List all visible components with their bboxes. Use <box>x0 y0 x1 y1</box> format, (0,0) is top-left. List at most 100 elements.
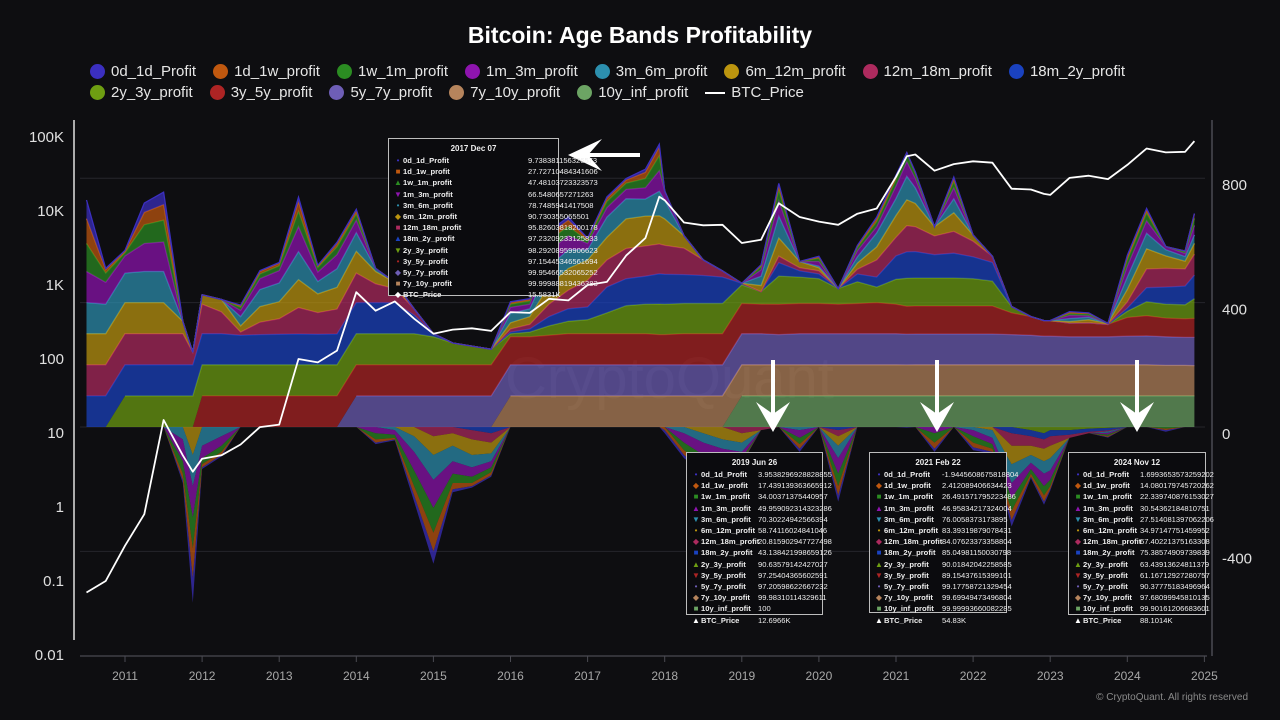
legend-label: 2y_3y_profit <box>111 84 193 101</box>
tooltip-value: 97.23209233125833 <box>528 234 598 244</box>
tooltip-value: 99.99993660082285 <box>942 604 1012 614</box>
tooltip-value: 61.16712927280757 <box>1140 570 1210 580</box>
square-marker-icon: ■ <box>693 604 699 614</box>
tooltip-label: 1m_3m_profit <box>701 503 751 513</box>
tooltip-label: 2y_3y_profit <box>884 559 929 569</box>
area-18m-2y-profit <box>86 251 1195 427</box>
chart-title: Bitcoin: Age Bands Profitability <box>467 22 813 48</box>
tooltip-value: 90.01842042258585 <box>942 559 1012 569</box>
triangle-down-marker-icon: ▼ <box>692 514 700 524</box>
tooltip-value: 49.959092314323286 <box>758 503 832 513</box>
triangle-down-marker-icon: ▼ <box>692 570 700 580</box>
tooltip-value: 98.29208959906623 <box>528 245 598 255</box>
copyright-footer: © CryptoQuant. All rights reserved <box>1096 692 1248 703</box>
tooltip-2017-dec-07: 2017 Dec 07 • 0d_1d_Profit 9.73838115632657… <box>388 138 598 300</box>
tooltip-value: 27.72710484341606 <box>528 167 598 177</box>
legend-item-6m-12m-profit[interactable]: 6m_12m_profit <box>724 63 846 80</box>
tooltip-value: 67.40221375163308 <box>1140 537 1210 547</box>
legend-item-18m-2y-profit[interactable]: 18m_2y_profit <box>1008 63 1125 80</box>
x-tick-label: 2012 <box>189 669 216 683</box>
tooltip-row: ▼ 3y_5y_profit 89.15437615399101 <box>874 570 1012 581</box>
triangle-down-marker-icon: ▼ <box>1074 570 1082 580</box>
legend-item-0d-1d-profit[interactable]: 0d_1d_Profit <box>90 63 196 80</box>
legend-item-10y-inf-profit[interactable]: 10y_inf_profit <box>577 84 688 101</box>
legend-label: 3m_6m_profit <box>615 63 708 80</box>
area-12m-18m-profit <box>86 225 1195 396</box>
legend-label: 1d_1w_profit <box>234 63 320 80</box>
tooltip-label: 3m_6m_profit <box>701 514 751 524</box>
x-tick-label: 2021 <box>883 669 910 683</box>
y-left-tick-label: 0.01 <box>35 647 64 664</box>
tooltip-value: 58.74116024841046 <box>758 526 828 536</box>
dot-marker-icon: • <box>694 526 698 536</box>
tooltip-label: 6m_12m_profit <box>884 526 939 536</box>
dot-marker-icon: • <box>1076 581 1080 591</box>
tooltip-label: BTC_Price <box>403 290 442 300</box>
tooltip-label: 1d_1w_profit <box>1083 481 1130 491</box>
tooltip-value: 90.730355065501 <box>528 212 590 222</box>
tooltip-value: 47.48103723323573 <box>528 178 598 188</box>
circle-swatch-icon <box>90 85 105 100</box>
legend-item-3y-5y-profit[interactable]: 3y_5y_profit <box>209 84 312 101</box>
tooltip-row: ■ 18m_2y_profit 75.38574909739839 <box>1073 547 1210 558</box>
tooltip-value: 30.54362184810751 <box>1140 503 1210 513</box>
x-tick-label: 2022 <box>960 669 987 683</box>
legend-item-1d-1w-profit[interactable]: 1d_1w_profit <box>213 63 320 80</box>
tooltip-row: • 6m_12m_profit 83.39319879078431 <box>874 525 1012 536</box>
tooltip-label: 5y_7y_profit <box>884 581 929 591</box>
y-left-tick-label: 0.1 <box>43 573 64 590</box>
tooltip-date: 2021 Feb 22 <box>915 458 961 467</box>
tooltip-value: 34.97147751459952 <box>1140 526 1210 536</box>
dot-marker-icon: • <box>1076 470 1080 480</box>
legend-item-1m-3m-profit[interactable]: 1m_3m_profit <box>465 63 578 80</box>
y-left-tick-label: 1 <box>56 499 64 516</box>
area-negative-2y-3y-profit <box>86 427 1195 434</box>
tooltip-label: 7y_10y_profit <box>1083 593 1132 603</box>
tooltip-row: ◆ 5y_7y_profit 99.95466532065252 <box>393 267 598 278</box>
y-right-tick-label: 0 <box>1222 426 1230 443</box>
legend-label: 1m_3m_profit <box>486 63 578 80</box>
tooltip-value: 27.514081397062206 <box>1140 514 1214 524</box>
circle-swatch-icon <box>449 85 465 100</box>
legend: 2y_3y_profit 3y_5y_profit 5y_7y_profit 7y_1… <box>90 84 804 101</box>
tooltip-value: 88.1014K <box>1140 615 1173 625</box>
tooltip-value: 99.17758721329454 <box>942 581 1012 591</box>
btc-price-line <box>86 140 1196 594</box>
tooltip-value: 26.491571795223486 <box>942 492 1016 502</box>
circle-swatch-icon <box>577 85 593 100</box>
tooltip-value: 15.5831K <box>528 290 561 300</box>
legend-item-2y-3y-profit[interactable]: 2y_3y_profit <box>90 84 193 101</box>
tooltip-value: 1.6993653573259202 <box>1140 470 1214 480</box>
tooltip-value: 17.439139363665912 <box>758 481 832 491</box>
tooltip-label: 3y_5y_profit <box>403 256 448 266</box>
tooltip-row: ▼ 3y_5y_profit 97.25404365602591 <box>691 570 828 581</box>
legend-item-3m-6m-profit[interactable]: 3m_6m_profit <box>594 63 708 80</box>
area-3y-5y-profit <box>86 302 1195 427</box>
legend-item-1w-1m-profit[interactable]: 1w_1m_profit <box>336 63 448 80</box>
circle-swatch-icon <box>594 64 610 79</box>
tooltip-label: 1d_1w_profit <box>403 167 450 177</box>
legend: 0d_1d_Profit 1d_1w_profit 1w_1m_profit 1m_3… <box>90 63 1125 80</box>
legend-item-5y-7y-profit[interactable]: 5y_7y_profit <box>329 84 432 101</box>
legend-item-btc-price[interactable]: BTC_Price <box>705 84 804 101</box>
tooltip-row: ▲ 2y_3y_profit 90.63579142427027 <box>691 559 828 570</box>
arrow-down-icon <box>920 360 954 432</box>
tooltip-label: 6m_12m_profit <box>403 212 458 222</box>
x-tick-label: 2023 <box>1037 669 1064 683</box>
tooltip-row: ▼ 3y_5y_profit 61.16712927280757 <box>1073 570 1210 581</box>
tooltip-label: 1d_1w_profit <box>884 481 931 491</box>
triangle-up-marker-icon: ▲ <box>394 234 402 244</box>
tooltip-row: ▼ 3m_6m_profit 76.0058373173895 <box>874 514 1007 525</box>
tooltip-value: 97.15445346561694 <box>528 256 598 266</box>
circle-swatch-icon <box>90 64 105 79</box>
tooltip-row: ▼ 3m_6m_profit 27.514081397062206 <box>1073 514 1214 525</box>
tooltip-label: 1w_1m_profit <box>701 492 750 502</box>
legend-item-12m-18m-profit[interactable]: 12m_18m_profit <box>862 63 992 80</box>
tooltip-row: ◆ 6m_12m_profit 90.730355065501 <box>393 211 589 222</box>
tooltip-label: 7y_10y_profit <box>403 279 452 289</box>
tooltip-value: 76.0058373173895 <box>942 514 1008 524</box>
tooltip-label: 10y_inf_profit <box>701 604 751 614</box>
tooltip-row: • 3m_6m_profit 78.7485941417508 <box>393 200 594 211</box>
legend-item-7y-10y-profit[interactable]: 7y_10y_profit <box>449 84 560 101</box>
circle-swatch-icon <box>724 64 740 79</box>
